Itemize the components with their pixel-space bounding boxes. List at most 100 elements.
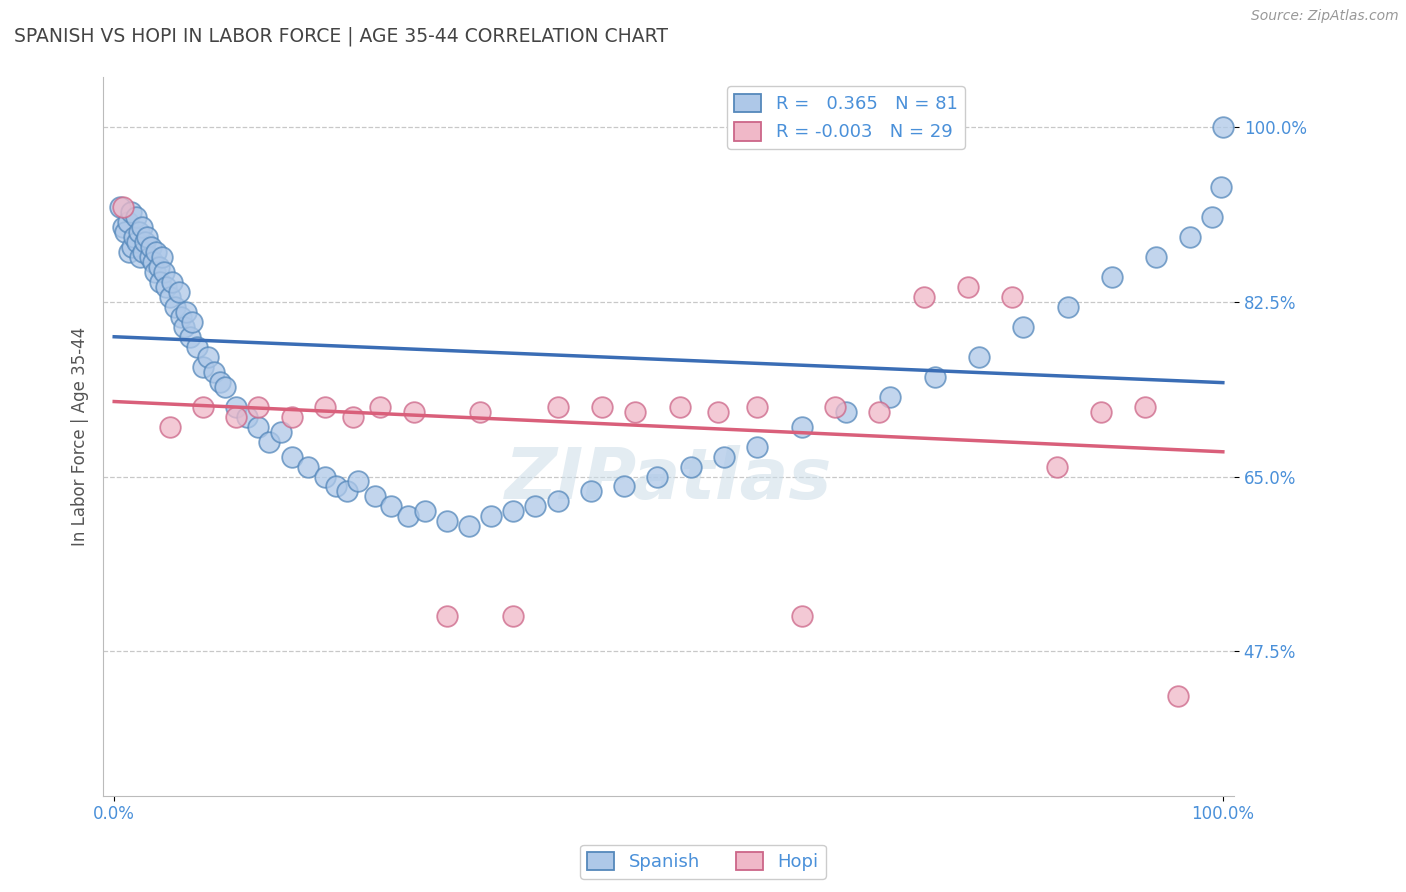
Point bbox=[368, 400, 391, 414]
Point bbox=[1012, 319, 1035, 334]
Point bbox=[160, 275, 183, 289]
Point bbox=[747, 440, 769, 454]
Point bbox=[613, 479, 636, 493]
Legend: Spanish, Hopi: Spanish, Hopi bbox=[581, 845, 825, 879]
Point bbox=[159, 419, 181, 434]
Point bbox=[547, 400, 569, 414]
Point bbox=[624, 404, 647, 418]
Point bbox=[128, 250, 150, 264]
Text: ZIPatlas: ZIPatlas bbox=[505, 445, 832, 514]
Point bbox=[1212, 120, 1234, 135]
Point bbox=[1101, 270, 1123, 285]
Point bbox=[668, 400, 690, 414]
Point bbox=[297, 459, 319, 474]
Point bbox=[1167, 689, 1189, 703]
Point bbox=[1201, 210, 1223, 224]
Point bbox=[148, 260, 170, 274]
Point bbox=[413, 504, 436, 518]
Point bbox=[117, 245, 139, 260]
Point bbox=[579, 484, 602, 499]
Point bbox=[180, 315, 202, 329]
Point bbox=[956, 280, 979, 294]
Point bbox=[179, 330, 201, 344]
Point bbox=[325, 479, 347, 493]
Point bbox=[479, 509, 502, 524]
Point bbox=[1056, 300, 1078, 314]
Point bbox=[747, 400, 769, 414]
Point bbox=[924, 369, 946, 384]
Point bbox=[155, 280, 177, 294]
Y-axis label: In Labor Force | Age 35-44: In Labor Force | Age 35-44 bbox=[72, 327, 89, 546]
Point bbox=[173, 319, 195, 334]
Point bbox=[336, 484, 359, 499]
Point bbox=[280, 450, 302, 464]
Point bbox=[202, 365, 225, 379]
Point bbox=[713, 450, 735, 464]
Point bbox=[139, 240, 162, 254]
Point bbox=[236, 409, 259, 424]
Point bbox=[191, 359, 214, 374]
Point bbox=[1045, 459, 1067, 474]
Point bbox=[364, 490, 387, 504]
Point bbox=[707, 404, 730, 418]
Point bbox=[879, 390, 901, 404]
Point bbox=[117, 215, 139, 229]
Legend: R =   0.365   N = 81, R = -0.003   N = 29: R = 0.365 N = 81, R = -0.003 N = 29 bbox=[727, 87, 965, 149]
Point bbox=[280, 409, 302, 424]
Point bbox=[247, 400, 270, 414]
Point bbox=[967, 350, 990, 364]
Point bbox=[208, 375, 231, 389]
Point bbox=[1001, 290, 1024, 304]
Point bbox=[679, 459, 702, 474]
Point bbox=[174, 305, 197, 319]
Point bbox=[524, 500, 547, 514]
Point bbox=[347, 475, 370, 489]
Point bbox=[112, 200, 135, 214]
Point bbox=[314, 469, 336, 483]
Point bbox=[149, 275, 172, 289]
Point bbox=[1090, 404, 1112, 418]
Point bbox=[225, 409, 247, 424]
Point bbox=[835, 404, 858, 418]
Point bbox=[436, 515, 458, 529]
Point bbox=[112, 220, 135, 235]
Point bbox=[150, 250, 173, 264]
Point bbox=[186, 340, 208, 354]
Point bbox=[167, 285, 190, 299]
Point bbox=[458, 519, 481, 533]
Point bbox=[591, 400, 613, 414]
Point bbox=[122, 230, 145, 244]
Point bbox=[136, 230, 159, 244]
Point bbox=[197, 350, 219, 364]
Point bbox=[142, 255, 165, 269]
Point bbox=[868, 404, 890, 418]
Point bbox=[145, 245, 167, 260]
Point bbox=[502, 609, 524, 624]
Point bbox=[153, 265, 176, 279]
Point bbox=[247, 419, 270, 434]
Point bbox=[1178, 230, 1201, 244]
Point bbox=[125, 210, 148, 224]
Point bbox=[259, 434, 281, 449]
Point bbox=[191, 400, 214, 414]
Point bbox=[314, 400, 336, 414]
Point bbox=[131, 220, 153, 235]
Point bbox=[134, 235, 156, 249]
Point bbox=[647, 469, 669, 483]
Point bbox=[214, 380, 236, 394]
Point bbox=[1135, 400, 1157, 414]
Point bbox=[159, 290, 181, 304]
Point bbox=[170, 310, 193, 324]
Point bbox=[143, 265, 166, 279]
Point bbox=[502, 504, 524, 518]
Point bbox=[121, 240, 143, 254]
Point bbox=[225, 400, 247, 414]
Point bbox=[790, 609, 813, 624]
Point bbox=[138, 250, 160, 264]
Point bbox=[380, 500, 402, 514]
Point bbox=[165, 300, 187, 314]
Point bbox=[468, 404, 491, 418]
Point bbox=[108, 200, 131, 214]
Point bbox=[1209, 180, 1232, 194]
Point bbox=[342, 409, 364, 424]
